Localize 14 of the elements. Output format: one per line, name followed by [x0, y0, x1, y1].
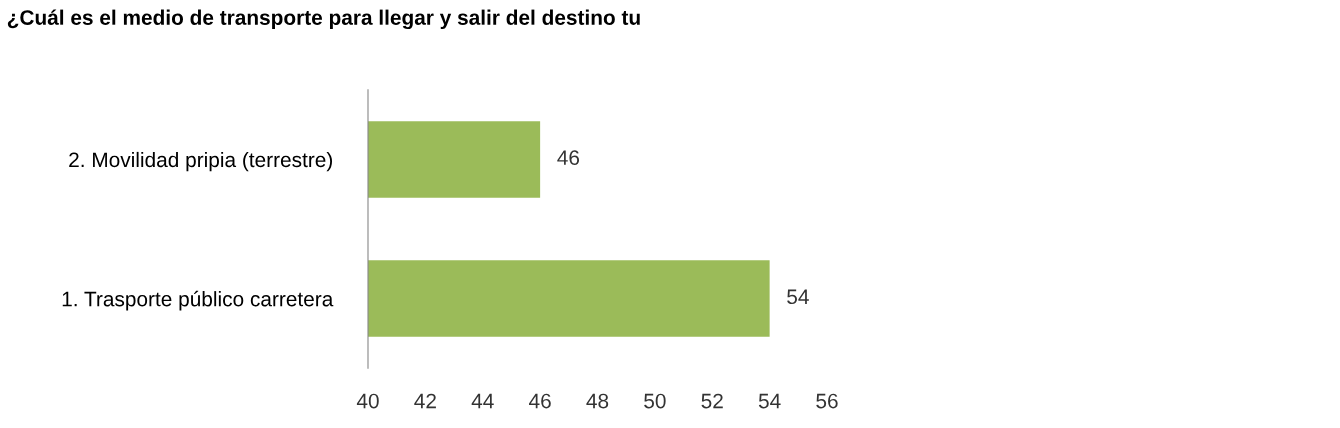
x-tick-label: 48	[586, 393, 609, 409]
chart-title: ¿Cuál es el medio de transporte para llegar y salir del destino tu	[7, 9, 640, 30]
data-label: 54	[787, 289, 809, 305]
x-tick-label: 50	[644, 393, 666, 409]
x-tick-label: 42	[414, 393, 436, 409]
x-tick-label: 46	[529, 393, 551, 409]
data-label: 46	[557, 150, 580, 166]
x-tick-label: 56	[816, 393, 838, 409]
y-tick-label: 2. Movilidad pripia (terrestre)	[69, 151, 332, 172]
x-tick-label: 52	[701, 393, 723, 409]
x-tick-label: 44	[471, 393, 494, 409]
y-tick-label: 1. Trasporte público carretera	[62, 290, 334, 311]
x-tick-label: 54	[758, 393, 781, 409]
x-tick-label: 40	[356, 393, 379, 409]
